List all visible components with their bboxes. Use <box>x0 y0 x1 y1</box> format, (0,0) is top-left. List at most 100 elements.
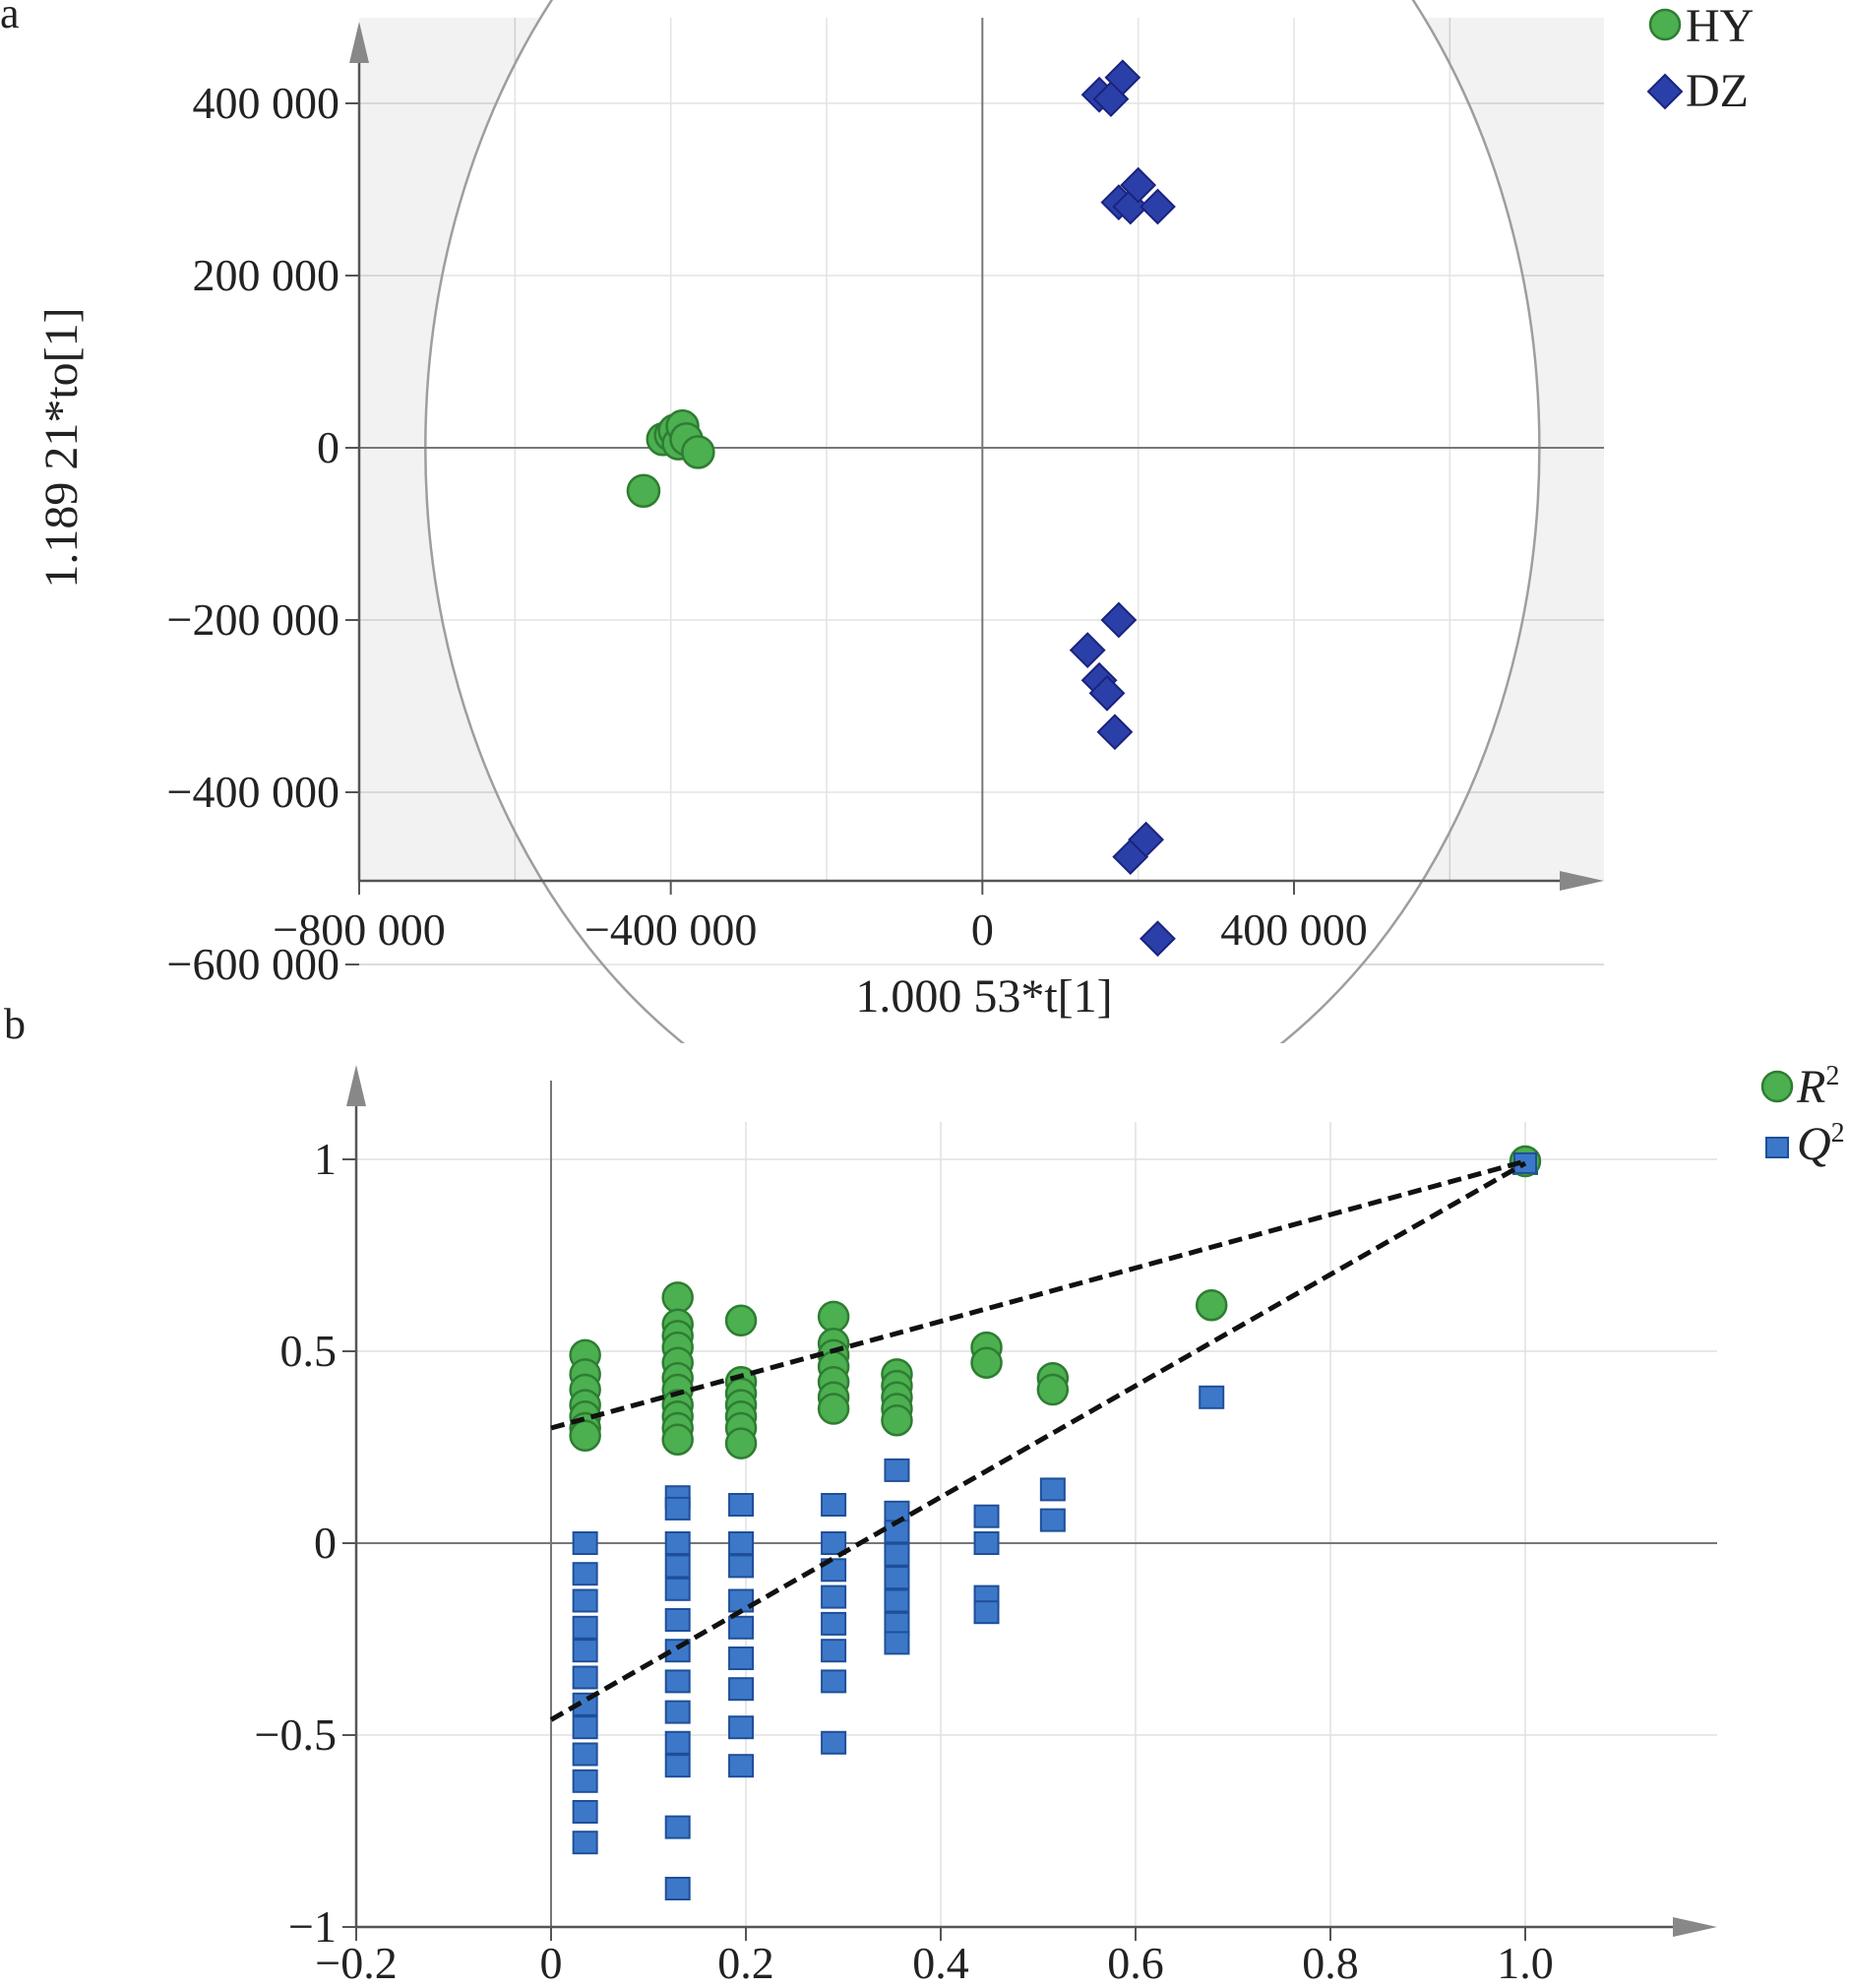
legend-q2-sup: 2 <box>1831 1118 1845 1149</box>
panel-label-a: a <box>0 0 20 37</box>
q2-point <box>728 1554 755 1579</box>
q2-point <box>664 1730 691 1755</box>
x-tick-label: 0 <box>540 1938 563 1988</box>
y-tick-label: −400 000 <box>167 767 339 817</box>
q2-point <box>572 1831 598 1855</box>
regression-line-q2 <box>549 1160 1527 1722</box>
dz-point <box>1100 601 1138 639</box>
q2-point <box>973 1504 1000 1528</box>
y-tick-label: 400 000 <box>193 78 340 128</box>
q2-point <box>572 1800 598 1824</box>
legend-r2-label: R2 <box>1796 1061 1839 1113</box>
legend-hy-marker <box>1648 8 1682 41</box>
r2-point <box>661 1423 694 1456</box>
legend-q2-marker <box>1765 1137 1789 1158</box>
legend-dz-label: DZ <box>1686 65 1749 117</box>
q2-point <box>884 1458 910 1482</box>
q2-point <box>1199 1385 1225 1409</box>
q2-point <box>821 1611 847 1636</box>
q2-point <box>973 1600 1000 1625</box>
q2-point <box>821 1493 847 1517</box>
y-tick-label: −600 000 <box>167 939 339 989</box>
r2-point <box>817 1300 850 1334</box>
x-tick-label: 0 <box>971 904 994 955</box>
legend-dz-marker <box>1646 73 1684 110</box>
q2-point <box>728 1715 755 1740</box>
q2-point <box>664 1577 691 1601</box>
regression-line-r2 <box>550 1158 1526 1431</box>
x-tick-label: −400 000 <box>585 904 757 955</box>
q2-point <box>572 1665 598 1690</box>
q2-point <box>664 1700 691 1724</box>
q2-point <box>821 1639 847 1663</box>
y-tick-label: −1 <box>288 1901 337 1952</box>
dz-point <box>1088 674 1126 712</box>
x-tick-label: 0.6 <box>1107 1938 1164 1988</box>
dz-point <box>1069 632 1106 669</box>
panel-label-b: b <box>4 1000 26 1048</box>
x-axis-arrow <box>1673 1917 1717 1937</box>
q2-point <box>821 1531 847 1555</box>
q2-point <box>884 1588 910 1613</box>
dz-point <box>1104 59 1141 96</box>
q2-point <box>728 1646 755 1670</box>
q2-point <box>664 1669 691 1694</box>
y-axis-arrow <box>346 1065 366 1106</box>
y-axis-arrow <box>349 22 369 63</box>
q2-point <box>664 1877 691 1900</box>
legend-q2-label: Q2 <box>1797 1118 1845 1170</box>
q2-point <box>664 1496 691 1521</box>
q2-point <box>664 1608 691 1632</box>
q2-point <box>973 1531 1000 1555</box>
dz-point <box>1128 821 1164 858</box>
hy-point <box>681 435 715 469</box>
q2-point <box>664 1815 691 1839</box>
q2-point <box>821 1669 847 1694</box>
q2-point <box>572 1531 598 1555</box>
x-tick-label: 0.8 <box>1302 1938 1359 1988</box>
x-axis-label: 1.000 53*t[1] <box>855 970 1112 1023</box>
legend-hy-label: HY <box>1686 0 1754 52</box>
q2-point <box>728 1677 755 1702</box>
legend-q2-name: Q <box>1797 1118 1831 1170</box>
q2-point <box>728 1615 755 1640</box>
q2-point <box>572 1562 598 1586</box>
q2-point <box>884 1566 910 1590</box>
q2-point <box>572 1715 598 1740</box>
dz-point <box>1140 920 1176 958</box>
q2-point <box>572 1639 598 1663</box>
q2-point <box>1039 1477 1066 1502</box>
y-tick-label: 0.5 <box>280 1326 338 1376</box>
q2-point <box>664 1531 691 1555</box>
r2-point <box>817 1393 850 1425</box>
q2-point <box>664 1554 691 1579</box>
dz-point <box>1096 714 1134 751</box>
q2-point <box>572 1769 598 1793</box>
q2-point <box>884 1542 910 1567</box>
x-tick-label: 400 000 <box>1220 904 1368 955</box>
q2-point <box>1039 1508 1066 1532</box>
r2-point <box>661 1281 694 1314</box>
y-axis-label: 1.189 21*to[1] <box>35 307 88 588</box>
hy-point <box>626 473 661 508</box>
r2-point <box>1036 1373 1070 1406</box>
r2-point <box>1195 1288 1228 1322</box>
q2-point <box>821 1558 847 1583</box>
q2-point <box>728 1754 755 1778</box>
r2-point <box>724 1427 758 1460</box>
q2-point <box>821 1730 847 1755</box>
q2-point <box>664 1754 691 1778</box>
x-tick-label: −800 000 <box>273 904 445 955</box>
x-tick-label: 1.0 <box>1497 1938 1554 1988</box>
x-tick-label: −0.2 <box>315 1938 397 1988</box>
dz-point <box>1120 166 1157 204</box>
q2-point <box>728 1531 755 1555</box>
q2-point <box>572 1615 598 1640</box>
r2-point <box>724 1304 758 1337</box>
r2-point <box>569 1419 601 1453</box>
x-tick-label: 0.2 <box>717 1938 774 1988</box>
x-tick-label: 0.4 <box>912 1938 969 1988</box>
y-tick-label: 0 <box>314 1518 337 1568</box>
